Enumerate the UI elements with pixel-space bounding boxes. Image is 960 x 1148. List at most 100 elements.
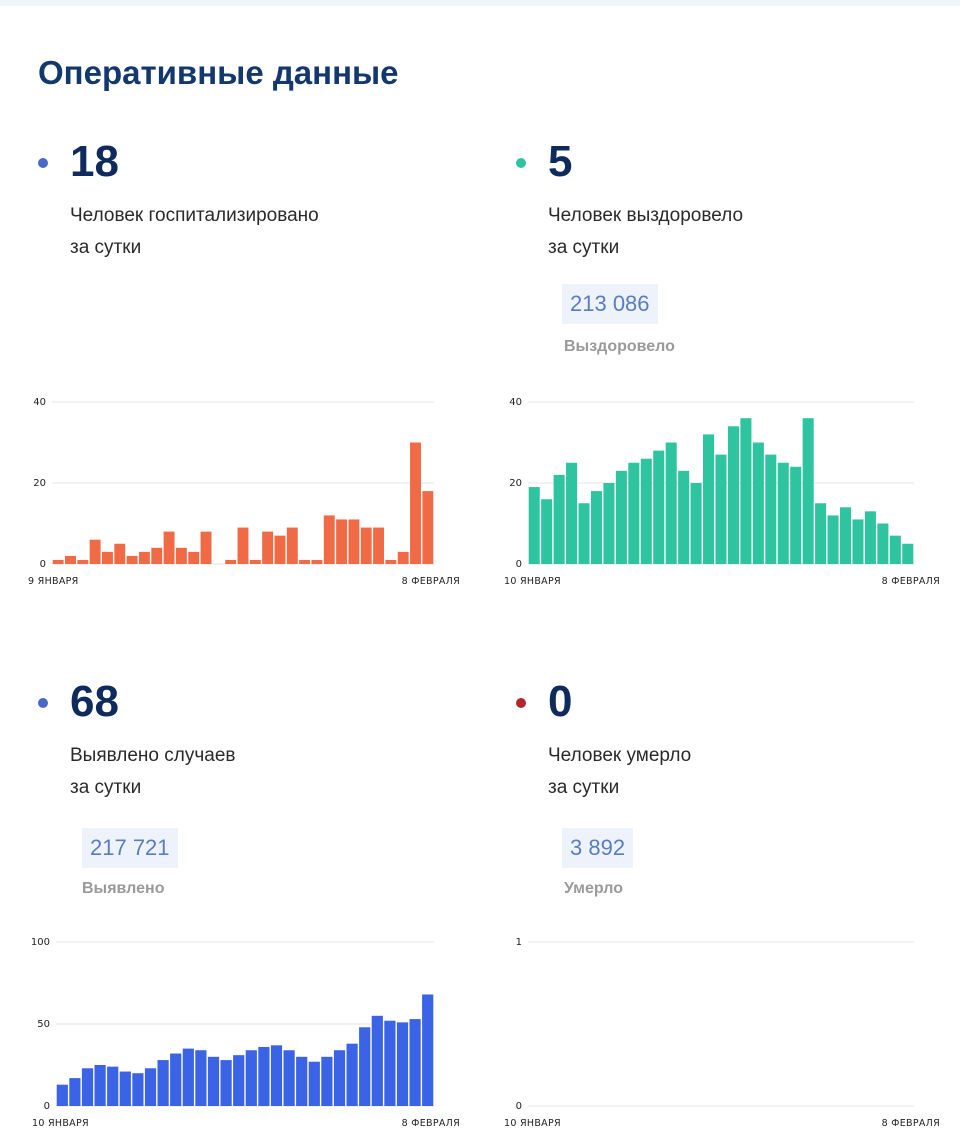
bar <box>114 543 126 564</box>
x-end-label: 8 ФЕВРАЛЯ <box>882 576 940 587</box>
bar <box>889 535 901 564</box>
bar <box>262 531 274 564</box>
bar <box>81 1068 94 1106</box>
bar <box>65 555 76 564</box>
bar <box>94 1065 106 1106</box>
bar <box>628 462 640 564</box>
bar <box>207 1056 220 1106</box>
chart-recovered: 0 20 40 10 ЯНВАРЯ 8 ФЕВРАЛЯ <box>504 397 940 587</box>
stat-description: Человек умерло за сутки <box>548 745 692 798</box>
bar <box>163 531 175 564</box>
bar <box>308 1061 320 1106</box>
y-tick-label: 20 <box>33 478 46 489</box>
bar <box>566 462 578 564</box>
stat-value: 68 <box>70 677 119 726</box>
bar <box>578 503 590 564</box>
bar <box>296 1056 308 1106</box>
bar <box>410 442 421 564</box>
series-dot <box>38 698 48 708</box>
chart-hospitalized: 0 20 40 9 ЯНВАРЯ 8 ФЕВРАЛЯ <box>28 397 460 587</box>
top-divider <box>0 0 960 6</box>
bar <box>665 442 677 564</box>
bar <box>815 503 827 564</box>
bar <box>727 426 739 564</box>
bar <box>220 1060 232 1106</box>
bar <box>396 1022 409 1106</box>
page-title: Оперативные данные <box>38 54 399 91</box>
stat-deaths: 0 Человек умерло за сутки 3 892 Умерло <box>516 674 960 914</box>
bar <box>77 559 89 564</box>
y-tick-label: 50 <box>37 1019 50 1030</box>
stat-recovered: 5 Человек выздоровело за сутки 213 086 В… <box>516 134 960 374</box>
x-end-label: 8 ФЕВРАЛЯ <box>402 1118 460 1129</box>
bar <box>790 466 802 564</box>
bar <box>902 543 914 564</box>
bar <box>56 1084 68 1106</box>
chart-cases: 0 50 100 10 ЯНВАРЯ 8 ФЕВРАЛЯ <box>31 937 460 1129</box>
y-tick-label: 1 <box>516 937 522 948</box>
bar <box>200 531 212 564</box>
total-label: Выявлено <box>82 880 165 897</box>
stat-description: Человек выздоровело за сутки <box>548 205 744 258</box>
bar <box>249 559 261 564</box>
bar <box>132 1073 144 1106</box>
bar <box>422 994 434 1106</box>
bar <box>274 535 286 564</box>
bar <box>553 474 565 564</box>
stat-hospitalized: 18 Человек госпитализировано за сутки <box>38 134 498 284</box>
x-end-label: 8 ФЕВРАЛЯ <box>882 1118 940 1129</box>
bar <box>528 487 540 564</box>
bar <box>119 1071 131 1106</box>
bar <box>703 434 715 564</box>
x-end-label: 8 ФЕВРАЛЯ <box>402 576 460 587</box>
stat-value: 18 <box>70 137 119 186</box>
bar <box>89 539 101 564</box>
y-tick-label: 100 <box>31 937 50 948</box>
bar <box>740 418 752 564</box>
series-dot <box>38 158 48 168</box>
bar <box>195 1050 207 1106</box>
y-tick-label: 0 <box>40 559 46 570</box>
bar <box>715 454 727 564</box>
bar <box>360 527 372 564</box>
bar <box>258 1046 270 1106</box>
series-dot <box>516 158 526 168</box>
stat-description: Человек госпитализировано за сутки <box>70 205 319 258</box>
bar <box>107 1066 119 1106</box>
bar <box>653 450 665 564</box>
bar <box>270 1045 283 1106</box>
bar <box>752 442 764 564</box>
series-dot <box>516 698 526 708</box>
total-label: Умерло <box>564 880 623 897</box>
total-label: Выздоровело <box>564 338 675 355</box>
bar <box>802 418 814 564</box>
chart-deaths: 0 1 10 ЯНВАРЯ 8 ФЕВРАЛЯ <box>504 937 940 1129</box>
bar <box>384 1020 396 1106</box>
x-start-label: 9 ЯНВАРЯ <box>28 576 79 587</box>
y-tick-label: 0 <box>516 559 522 570</box>
stat-value: 0 <box>548 677 573 726</box>
bar <box>385 559 397 564</box>
y-tick-label: 0 <box>516 1101 522 1112</box>
bar <box>336 519 348 564</box>
bar <box>311 559 323 564</box>
stat-cases: 68 Выявлено случаев за сутки 217 721 Выя… <box>38 674 498 914</box>
bar <box>237 527 249 564</box>
bar <box>144 1068 157 1106</box>
bar <box>245 1050 257 1106</box>
bar <box>603 483 615 564</box>
bar <box>138 551 150 564</box>
bar <box>590 491 603 564</box>
stat-description: Выявлено случаев за сутки <box>70 745 236 798</box>
bar <box>101 551 113 564</box>
y-tick-label: 0 <box>44 1101 50 1112</box>
bar <box>126 555 138 564</box>
bar <box>299 559 311 564</box>
bar <box>323 515 335 564</box>
bar <box>765 454 777 564</box>
bar <box>541 499 553 564</box>
bar <box>827 515 839 564</box>
bar <box>321 1056 333 1106</box>
bar <box>182 1048 194 1106</box>
y-tick-label: 20 <box>509 478 522 489</box>
